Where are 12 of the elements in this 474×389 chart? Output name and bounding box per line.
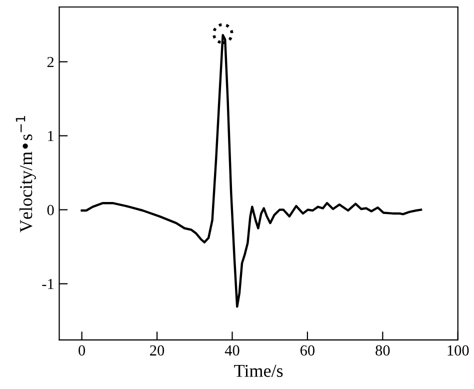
y-tick-label: 2 <box>47 56 54 68</box>
y-tick-label: 1 <box>48 130 54 142</box>
x-tick-label: 80 <box>376 345 390 356</box>
x-tick-label: 0 <box>78 345 86 356</box>
x-tick-label: 100 <box>448 345 469 356</box>
y-tick-label: -1 <box>42 278 54 290</box>
x-tick-label: 60 <box>300 345 315 356</box>
y-axis-title: Velocity/m•s$^{−1}$ <box>16 116 36 232</box>
x-tick-label: 20 <box>150 345 164 356</box>
x-axis-title: Time/s <box>234 364 283 377</box>
y-tick-label: 0 <box>47 204 54 216</box>
x-tick-label: 40 <box>224 345 240 356</box>
